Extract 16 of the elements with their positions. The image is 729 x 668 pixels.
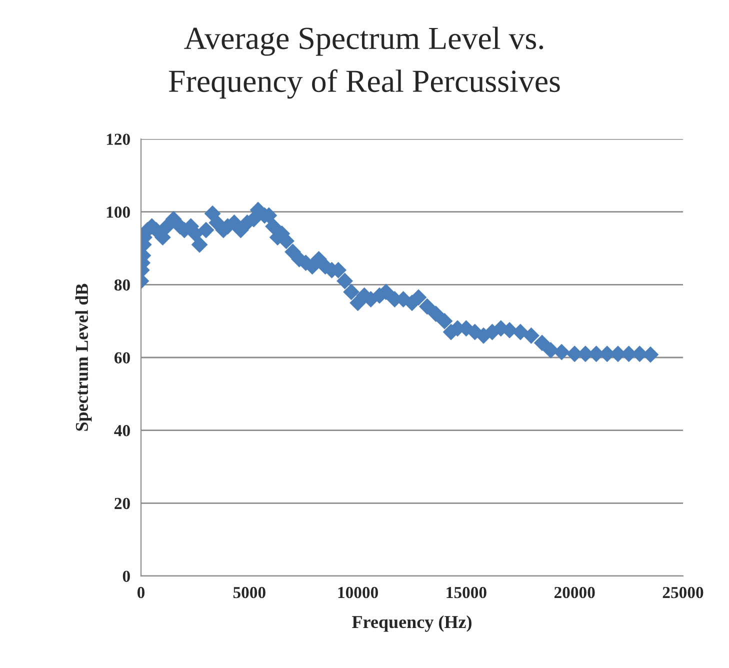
- x-tick-label: 25000: [662, 586, 704, 598]
- y-tick-label: 60: [114, 352, 130, 364]
- x-tick-label: 5000: [233, 586, 266, 598]
- x-tick-label: 0: [137, 586, 145, 598]
- y-axis-title: Spectrum Level dB: [75, 284, 92, 431]
- x-axis-title: Frequency (Hz): [352, 615, 472, 632]
- y-tick-label: 80: [114, 279, 130, 291]
- x-tick-label: 10000: [338, 586, 378, 598]
- y-tick-label: 20: [114, 498, 130, 510]
- y-tick-label: 120: [106, 134, 130, 145]
- y-tick-label: 40: [114, 425, 130, 436]
- x-tick-label: 20000: [554, 586, 595, 598]
- y-tick-label: 100: [106, 206, 130, 218]
- x-tick-label: 15000: [446, 586, 486, 598]
- y-tick-label: 0: [122, 570, 130, 582]
- chart-title: Average Spectrum Level vs. Frequency of Real Percussives: [168, 26, 560, 99]
